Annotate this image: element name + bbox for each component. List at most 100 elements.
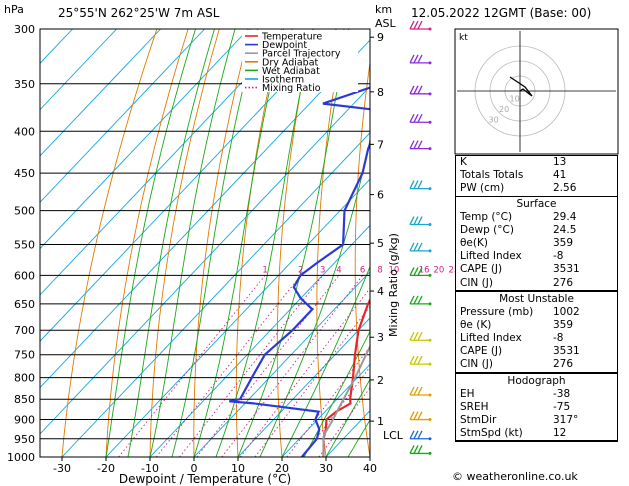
parcel-trajectory-profile bbox=[322, 344, 370, 457]
pressure-tick-label: 1000 bbox=[7, 451, 35, 464]
surface-row: CAPE (J) 3531 bbox=[456, 263, 617, 276]
index-row: K 13 bbox=[456, 156, 617, 169]
hodograph-row: EH -38 bbox=[456, 388, 617, 401]
most-unstable-value: -8 bbox=[553, 332, 564, 345]
wind-barb bbox=[409, 411, 432, 422]
hodograph-section: Hodograph EH -38 SREH -75 StmDir 317° StmSpd (… bbox=[455, 372, 618, 442]
km-tick-label: 5 bbox=[377, 237, 384, 250]
surface-label: Temp (°C) bbox=[460, 210, 513, 223]
wind-barb bbox=[409, 295, 432, 306]
km-tick-label: 1 bbox=[377, 415, 384, 428]
mixing-ratio-label: 1 bbox=[262, 265, 267, 275]
hodograph-row: SREH -75 bbox=[456, 401, 617, 414]
location-title: 25°55'N 262°25'W 7m ASL bbox=[58, 6, 220, 20]
surface-label: θe(K) bbox=[460, 236, 488, 249]
temp-tick-label: -10 bbox=[141, 462, 159, 475]
isotherm-line bbox=[149, 224, 370, 457]
hodograph-value: 12 bbox=[553, 427, 567, 440]
pressure-tick-label: 900 bbox=[14, 414, 35, 427]
lcl-label: LCL bbox=[383, 429, 404, 442]
mixing-ratio-axis-label: Mixing Ratio (g/kg) bbox=[387, 233, 400, 337]
surface-row: Dewp (°C) 24.5 bbox=[456, 224, 617, 237]
wet-adiabat-line bbox=[325, 378, 370, 457]
km-tick-label: 8 bbox=[377, 86, 384, 99]
index-row: PW (cm) 2.56 bbox=[456, 182, 617, 195]
km-tick-label: 2 bbox=[377, 374, 384, 387]
temp-tick-label: -20 bbox=[97, 462, 115, 475]
surface-label: Lifted Index bbox=[460, 250, 522, 263]
pressure-tick-label: 400 bbox=[14, 125, 35, 138]
pressure-tick-label: 700 bbox=[14, 324, 35, 337]
wind-barb bbox=[409, 386, 432, 397]
mixing-ratio-label: 6 bbox=[360, 265, 365, 275]
wind-barb bbox=[409, 113, 432, 124]
temp-tick-label: 20 bbox=[275, 462, 289, 475]
pressure-tick-label: 600 bbox=[14, 269, 35, 282]
temp-tick-label: 10 bbox=[231, 462, 245, 475]
temp-tick-label: -30 bbox=[53, 462, 71, 475]
pressure-tick-label: 500 bbox=[14, 205, 35, 218]
pressure-tick-label: 300 bbox=[14, 23, 35, 36]
hodograph-label: StmDir bbox=[460, 414, 497, 426]
wind-barb bbox=[409, 331, 432, 342]
most-unstable-row: θe (K) 359 bbox=[456, 319, 617, 332]
most-unstable-label: CAPE (J) bbox=[460, 345, 503, 358]
temp-tick-label: 40 bbox=[363, 462, 377, 475]
surface-row: Temp (°C) 29.4 bbox=[456, 211, 617, 224]
index-label: K bbox=[460, 156, 467, 168]
wind-barb bbox=[409, 140, 432, 151]
isotherm-line bbox=[40, 39, 370, 389]
isotherm-line bbox=[105, 178, 370, 457]
legend-entry: Dewpoint bbox=[262, 40, 307, 51]
dewpoint-profile bbox=[229, 86, 370, 457]
isotherm-line bbox=[40, 29, 117, 111]
surface-row: θe(K) 359 bbox=[456, 237, 617, 250]
pressure-tick-label: 650 bbox=[14, 298, 35, 311]
hpa-unit-label: hPa bbox=[4, 3, 24, 16]
wind-barb bbox=[409, 20, 432, 31]
index-value: 2.56 bbox=[553, 182, 577, 195]
surface-value: 359 bbox=[553, 236, 574, 249]
mixing-ratio-label: 20 bbox=[433, 265, 444, 275]
wind-barb bbox=[409, 267, 432, 277]
wind-barb bbox=[409, 54, 432, 65]
x-axis-label: Dewpoint / Temperature (°C) bbox=[119, 472, 291, 486]
mixing-ratio-label: 10 bbox=[388, 265, 399, 275]
hodograph-label: SREH bbox=[460, 400, 489, 413]
pressure-tick-label: 450 bbox=[14, 167, 35, 180]
temperature-profile bbox=[322, 297, 370, 457]
legend-entry: Temperature bbox=[261, 32, 322, 43]
hodograph-kt-label: kt bbox=[459, 33, 468, 43]
wind-barb bbox=[409, 445, 432, 455]
isotherm-line bbox=[193, 271, 370, 457]
legend-box bbox=[242, 30, 358, 92]
km-unit-label: km bbox=[375, 3, 392, 16]
most-unstable-label: Lifted Index bbox=[460, 332, 522, 345]
isotherm-line bbox=[40, 29, 293, 296]
pressure-tick-label: 750 bbox=[14, 349, 35, 362]
most-unstable-row: CIN (J) 276 bbox=[456, 358, 617, 371]
index-label: PW (cm) bbox=[460, 182, 505, 195]
surface-value: 24.5 bbox=[553, 223, 577, 236]
pressure-tick-label: 800 bbox=[14, 372, 35, 385]
surface-value: 3531 bbox=[553, 263, 580, 276]
mixing-ratio-label: 3 bbox=[320, 265, 325, 275]
isotherm-line bbox=[40, 29, 205, 203]
isotherm-line bbox=[237, 317, 370, 457]
index-row: Totals Totals 41 bbox=[456, 169, 617, 182]
most-unstable-row: CAPE (J) 3531 bbox=[456, 345, 617, 358]
most-unstable-row: Lifted Index -8 bbox=[456, 332, 617, 345]
wind-barb bbox=[409, 242, 432, 253]
km-tick-label: 3 bbox=[377, 331, 384, 344]
most-unstable-label: CIN (J) bbox=[460, 358, 493, 371]
wet-adiabat-line bbox=[303, 330, 370, 457]
isotherm-line bbox=[40, 29, 161, 157]
hodograph-ring-label: 30 bbox=[489, 116, 499, 125]
mixing-ratio-label: 8 bbox=[377, 265, 382, 275]
hodograph-frame bbox=[454, 28, 619, 155]
hodograph-label: EH bbox=[460, 387, 475, 400]
isotherm-line bbox=[40, 85, 370, 435]
wind-barb bbox=[409, 355, 432, 366]
mixing-ratio-line bbox=[118, 275, 266, 457]
